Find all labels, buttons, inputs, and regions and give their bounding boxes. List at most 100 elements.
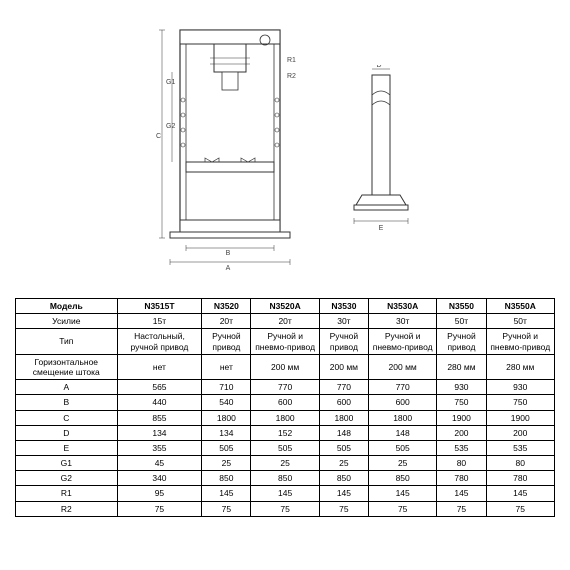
table-cell: 340 xyxy=(117,471,202,486)
col-header: N3520 xyxy=(202,299,251,314)
table-cell: 145 xyxy=(251,486,319,501)
row-label: G1 xyxy=(16,456,118,471)
row-label: R2 xyxy=(16,501,118,516)
table-cell: 75 xyxy=(486,501,555,516)
table-cell: 770 xyxy=(251,380,319,395)
table-cell: 200 xyxy=(437,425,486,440)
table-cell: 930 xyxy=(437,380,486,395)
table-cell: 780 xyxy=(437,471,486,486)
table-cell: 95 xyxy=(117,486,202,501)
table-cell: нет xyxy=(202,354,251,379)
table-cell: 145 xyxy=(202,486,251,501)
svg-text:R1: R1 xyxy=(287,57,296,64)
svg-text:R2: R2 xyxy=(287,73,296,80)
table-cell: 850 xyxy=(251,471,319,486)
table-cell: 75 xyxy=(437,501,486,516)
table-cell: 30т xyxy=(368,314,436,329)
hydraulic-press-side-view: D E xyxy=(350,65,420,235)
col-header: Модель xyxy=(16,299,118,314)
table-cell: 134 xyxy=(117,425,202,440)
table-cell: 30т xyxy=(319,314,368,329)
table-header-row: Модель N3515T N3520 N3520A N3530 N3530A … xyxy=(16,299,555,314)
row-label: A xyxy=(16,380,118,395)
table-cell: 850 xyxy=(319,471,368,486)
col-header: N3515T xyxy=(117,299,202,314)
col-header: N3550A xyxy=(486,299,555,314)
table-cell: 1800 xyxy=(368,410,436,425)
table-cell: Ручной привод xyxy=(202,329,251,354)
svg-text:E: E xyxy=(379,225,384,232)
table-row: G145252525258080 xyxy=(16,456,555,471)
table-cell: 1800 xyxy=(202,410,251,425)
table-row: A565710770770770930930 xyxy=(16,380,555,395)
table-cell: 25 xyxy=(251,456,319,471)
table-cell: 25 xyxy=(368,456,436,471)
table-cell: 80 xyxy=(437,456,486,471)
table-cell: 75 xyxy=(368,501,436,516)
table-cell: 750 xyxy=(486,395,555,410)
table-cell: 75 xyxy=(117,501,202,516)
svg-text:G2: G2 xyxy=(166,123,175,130)
table-cell: 780 xyxy=(486,471,555,486)
col-header: N3530A xyxy=(368,299,436,314)
table-cell: 930 xyxy=(486,380,555,395)
table-cell: 600 xyxy=(319,395,368,410)
table-cell: 565 xyxy=(117,380,202,395)
table-cell: 855 xyxy=(117,410,202,425)
table-cell: 540 xyxy=(202,395,251,410)
table-cell: 280 мм xyxy=(486,354,555,379)
table-cell: нет xyxy=(117,354,202,379)
table-cell: Ручной и пневмо-привод xyxy=(486,329,555,354)
table-cell: 850 xyxy=(368,471,436,486)
table-row: ТипНастольный, ручной приводРучной приво… xyxy=(16,329,555,354)
technical-drawing-area: C G2 G1 B A R1 R2 D E xyxy=(10,10,560,290)
col-header: N3530 xyxy=(319,299,368,314)
col-header: N3520A xyxy=(251,299,319,314)
row-label: D xyxy=(16,425,118,440)
row-label: Тип xyxy=(16,329,118,354)
table-row: E355505505505505535535 xyxy=(16,440,555,455)
table-cell: 148 xyxy=(368,425,436,440)
table-cell: 45 xyxy=(117,456,202,471)
table-cell: 505 xyxy=(202,440,251,455)
table-cell: 1800 xyxy=(251,410,319,425)
table-cell: 15т xyxy=(117,314,202,329)
table-cell: Ручной и пневмо-привод xyxy=(368,329,436,354)
row-label: E xyxy=(16,440,118,455)
table-row: C855180018001800180019001900 xyxy=(16,410,555,425)
table-cell: 770 xyxy=(319,380,368,395)
table-cell: 600 xyxy=(368,395,436,410)
table-cell: 200 мм xyxy=(368,354,436,379)
table-row: R275757575757575 xyxy=(16,501,555,516)
table-cell: 50т xyxy=(437,314,486,329)
row-label: Горизонтальное смещение штока xyxy=(16,354,118,379)
table-cell: 145 xyxy=(319,486,368,501)
hydraulic-press-front-view: C G2 G1 B A R1 R2 xyxy=(150,20,310,280)
table-cell: 280 мм xyxy=(437,354,486,379)
table-cell: 20т xyxy=(251,314,319,329)
table-cell: Настольный, ручной привод xyxy=(117,329,202,354)
table-cell: 75 xyxy=(319,501,368,516)
table-cell: 710 xyxy=(202,380,251,395)
svg-text:C: C xyxy=(156,133,161,140)
table-cell: 535 xyxy=(486,440,555,455)
table-row: D134134152148148200200 xyxy=(16,425,555,440)
table-cell: 145 xyxy=(437,486,486,501)
table-cell: 75 xyxy=(251,501,319,516)
table-cell: 20т xyxy=(202,314,251,329)
table-cell: 25 xyxy=(202,456,251,471)
table-cell: 505 xyxy=(319,440,368,455)
row-label: B xyxy=(16,395,118,410)
table-cell: 1900 xyxy=(486,410,555,425)
table-cell: 1800 xyxy=(319,410,368,425)
table-body: Усилие15т20т20т30т30т50т50тТипНастольный… xyxy=(16,314,555,517)
table-cell: Ручной и пневмо-привод xyxy=(251,329,319,354)
specifications-table: Модель N3515T N3520 N3520A N3530 N3530A … xyxy=(15,298,555,517)
table-cell: 145 xyxy=(486,486,555,501)
svg-text:B: B xyxy=(226,250,231,257)
table-cell: 50т xyxy=(486,314,555,329)
table-cell: 80 xyxy=(486,456,555,471)
svg-text:G1: G1 xyxy=(166,79,175,86)
table-cell: 505 xyxy=(368,440,436,455)
table-cell: 535 xyxy=(437,440,486,455)
